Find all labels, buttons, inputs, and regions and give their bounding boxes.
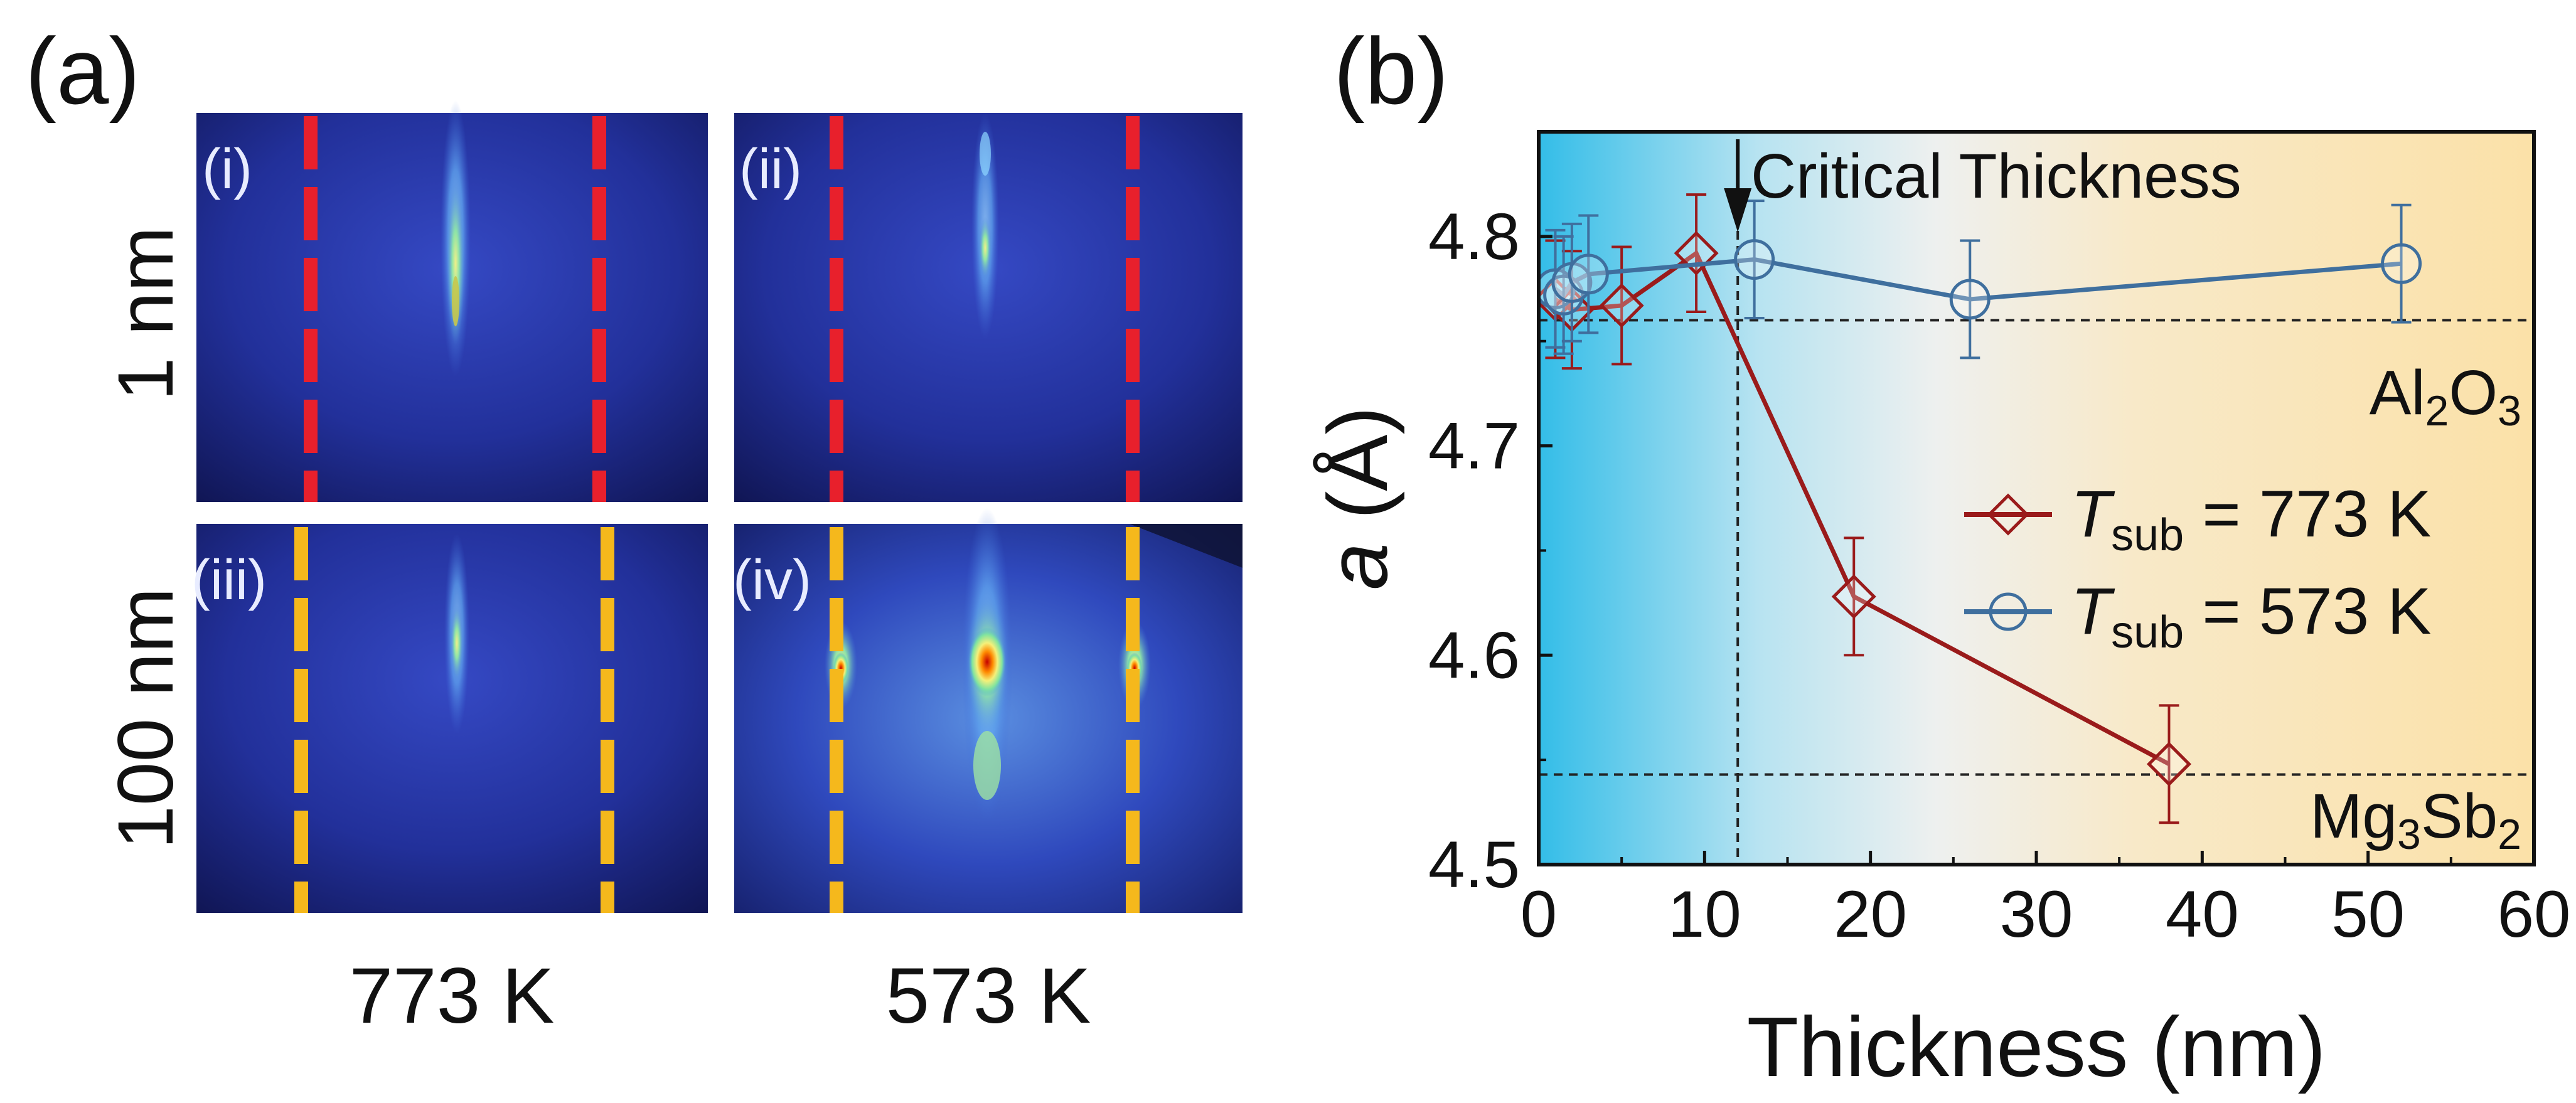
ref-sb-sub: 2 bbox=[2498, 811, 2521, 858]
x-tick-label: 20 bbox=[1834, 878, 1907, 951]
plot-background bbox=[1539, 132, 2534, 865]
panel-label-ii: (ii) bbox=[739, 138, 802, 201]
legend-sub-773: sub bbox=[2111, 510, 2184, 560]
x-tick-label: 50 bbox=[2331, 878, 2405, 951]
data-point-s1-0 bbox=[1539, 228, 1576, 349]
data-point-s0-2 bbox=[1599, 245, 1644, 366]
rheed-image-iv: (iv) bbox=[733, 508, 1243, 913]
x-tick-label: 60 bbox=[2498, 878, 2571, 951]
marker-circle bbox=[1949, 279, 1991, 320]
ref-al: Al bbox=[2370, 358, 2425, 428]
ref-mg: Mg bbox=[2310, 781, 2397, 851]
legend-entry-573K: Tsub = 573 K bbox=[1964, 575, 2431, 658]
legend-text-573K: Tsub = 573 K bbox=[2071, 575, 2431, 658]
panel-a-label: (a) bbox=[25, 18, 140, 124]
y-axis-label: a (Å) bbox=[1310, 407, 1405, 590]
ref-label-al2o3: Al2O3 bbox=[2370, 358, 2521, 435]
x-tick-label: 30 bbox=[2000, 878, 2073, 951]
series-line-0 bbox=[1554, 250, 2171, 766]
legend-t-573: T bbox=[2071, 575, 2115, 648]
marker-circle bbox=[1734, 239, 1775, 280]
marker-circle bbox=[1539, 268, 1576, 309]
data-point-s1-5 bbox=[1949, 239, 1991, 360]
y-axis-label-unit: (Å) bbox=[1310, 407, 1405, 543]
x-axis-label: Thickness (nm) bbox=[1747, 999, 2326, 1094]
col-label-773K: 773 K bbox=[350, 952, 555, 1040]
col-label-573K: 573 K bbox=[886, 952, 1091, 1040]
critical-thickness-annotation: Critical Thickness bbox=[1724, 139, 2242, 232]
data-point-s1-3 bbox=[1568, 214, 1609, 334]
data-point-s1-4 bbox=[1734, 200, 1775, 320]
row-label-100nm: 100 nm bbox=[102, 588, 190, 850]
x-tick-label: 0 bbox=[1520, 878, 1557, 951]
legend-text-773K: Tsub = 773 K bbox=[2071, 477, 2431, 560]
panel-label-iii: (iii) bbox=[191, 549, 267, 612]
data-point-s0-4 bbox=[1831, 536, 1876, 657]
legend-t-773: T bbox=[2071, 477, 2115, 551]
marker-circle bbox=[1568, 253, 1609, 295]
ref-mg-sub: 3 bbox=[2397, 811, 2421, 858]
panel-label-i: (i) bbox=[202, 138, 252, 201]
y-tick-label: 4.7 bbox=[1428, 410, 1520, 483]
ref-o: O bbox=[2449, 358, 2498, 428]
rheed-image-i: (i) bbox=[196, 100, 708, 502]
legend: Tsub = 773 K Tsub = 573 K bbox=[1964, 477, 2431, 658]
data-point-s0-5 bbox=[2146, 704, 2192, 824]
y-tick-label: 4.5 bbox=[1428, 828, 1520, 902]
legend-rest-773: = 773 K bbox=[2184, 477, 2431, 551]
ref-al-sub: 2 bbox=[2425, 387, 2449, 435]
marker-diamond bbox=[1599, 283, 1644, 328]
marker-diamond bbox=[2146, 742, 2192, 787]
row-label-1nm: 1 nm bbox=[102, 226, 190, 401]
critical-thickness-label: Critical Thickness bbox=[1751, 141, 2242, 211]
marker-diamond bbox=[1831, 574, 1876, 619]
y-tick-label: 4.8 bbox=[1428, 200, 1520, 274]
plot-area: 0 10 20 30 40 50 60 4.5 4.6 4.7 4.8 bbox=[1428, 130, 2571, 951]
x-tick-label: 40 bbox=[2166, 878, 2239, 951]
rheed-image-iii: (iii) bbox=[191, 524, 708, 913]
panel-b-label: (b) bbox=[1333, 18, 1448, 124]
ref-label-mg3sb2: Mg3Sb2 bbox=[2310, 781, 2521, 858]
y-tick-label: 4.6 bbox=[1428, 619, 1520, 692]
panel-label-iv: (iv) bbox=[733, 549, 811, 612]
legend-sub-573: sub bbox=[2111, 607, 2184, 658]
marker-circle bbox=[2381, 243, 2422, 284]
data-point-s1-6 bbox=[2381, 203, 2422, 324]
legend-rest-573: = 573 K bbox=[2184, 575, 2431, 648]
rheed-image-ii: (ii) bbox=[734, 113, 1243, 502]
x-tick-label: 10 bbox=[1668, 878, 1741, 951]
y-axis-label-italic: a bbox=[1310, 543, 1405, 590]
ref-sb: Sb bbox=[2421, 781, 2498, 851]
ref-o-sub: 3 bbox=[2498, 387, 2521, 435]
legend-entry-773K: Tsub = 773 K bbox=[1964, 477, 2431, 560]
